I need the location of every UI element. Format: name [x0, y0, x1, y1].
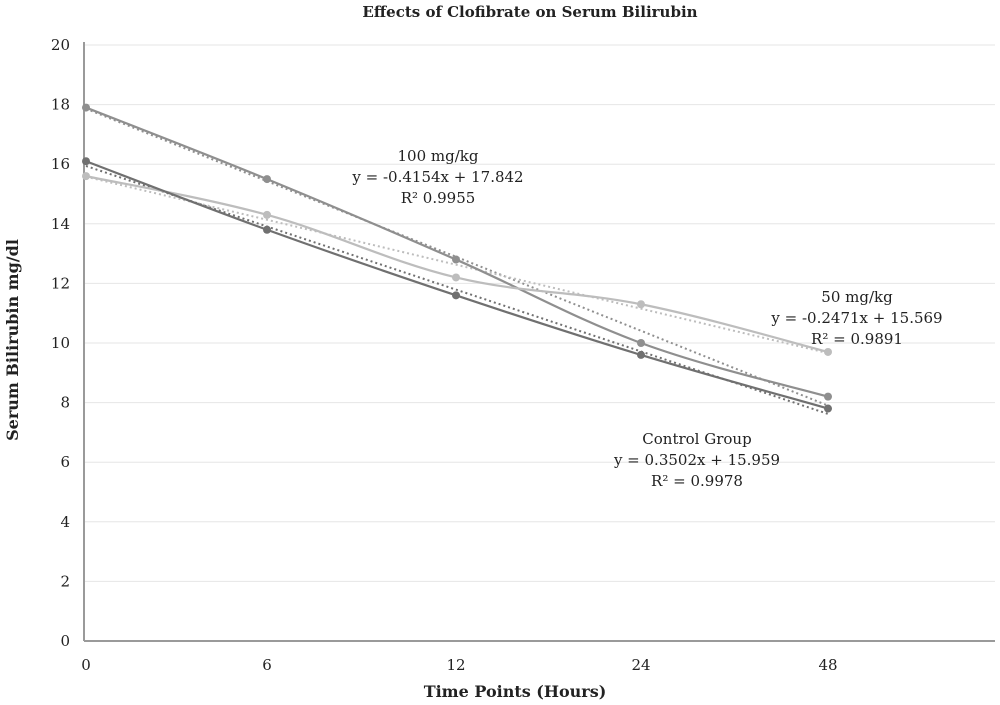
x-tick-label: 6	[262, 656, 272, 674]
data-point	[637, 339, 645, 347]
x-tick-label: 24	[631, 656, 650, 674]
y-tick-label: 8	[60, 394, 70, 412]
y-tick-label: 10	[51, 334, 70, 352]
chart-title: Effects of Clofibrate on Serum Bilirubin	[362, 3, 697, 21]
data-point	[824, 347, 832, 356]
x-axis-title: Time Points (Hours)	[424, 682, 607, 701]
data-point	[82, 172, 90, 181]
data-point	[82, 157, 90, 166]
data-point	[452, 255, 460, 264]
data-point	[824, 404, 832, 413]
data-point	[263, 210, 271, 219]
x-tick-label: 48	[818, 656, 837, 674]
grid	[84, 44, 995, 582]
trendline-annotation: R² = 0.9978	[651, 472, 743, 490]
data-point	[263, 175, 271, 184]
data-point	[637, 350, 645, 359]
trendline-annotation: y = 0.3502x + 15.959	[613, 451, 780, 469]
trendline-annotation: R² 0.9955	[401, 189, 476, 207]
trendline	[85, 107, 829, 407]
x-tick-label: 12	[446, 656, 465, 674]
y-tick-label: 18	[51, 96, 70, 114]
data-point	[824, 392, 832, 401]
trendline-annotation: 50 mg/kg	[821, 288, 893, 306]
y-axis-title: Serum Bilirubin mg/dl	[3, 239, 22, 441]
annotations: 100 mg/kg y = -0.4154x + 17.842 R² 0.9955 5…	[351, 147, 942, 490]
y-tick-label: 20	[51, 36, 70, 54]
trendline-annotation: Control Group	[642, 430, 751, 448]
series	[82, 103, 832, 413]
y-tick-label: 16	[51, 155, 70, 173]
data-point	[263, 225, 271, 234]
trendline-annotation: R² = 0.9891	[811, 330, 903, 348]
y-tick-label: 6	[60, 453, 70, 471]
y-tick-label: 12	[51, 274, 70, 292]
trendline	[85, 175, 829, 355]
y-tick-label: 2	[60, 572, 70, 590]
trendline-annotation: y = -0.4154x + 17.842	[351, 168, 523, 186]
y-tick-label: 0	[60, 632, 70, 650]
y-tick-label: 4	[60, 513, 70, 531]
trendline-annotation: 100 mg/kg	[398, 147, 479, 165]
x-tick-label: 0	[81, 656, 91, 674]
data-point	[452, 273, 460, 282]
data-point	[452, 291, 460, 300]
data-point	[637, 300, 645, 309]
y-tick-label: 14	[51, 215, 70, 233]
trendline-annotation: y = -0.2471x + 15.569	[770, 309, 942, 327]
data-point	[82, 103, 90, 112]
